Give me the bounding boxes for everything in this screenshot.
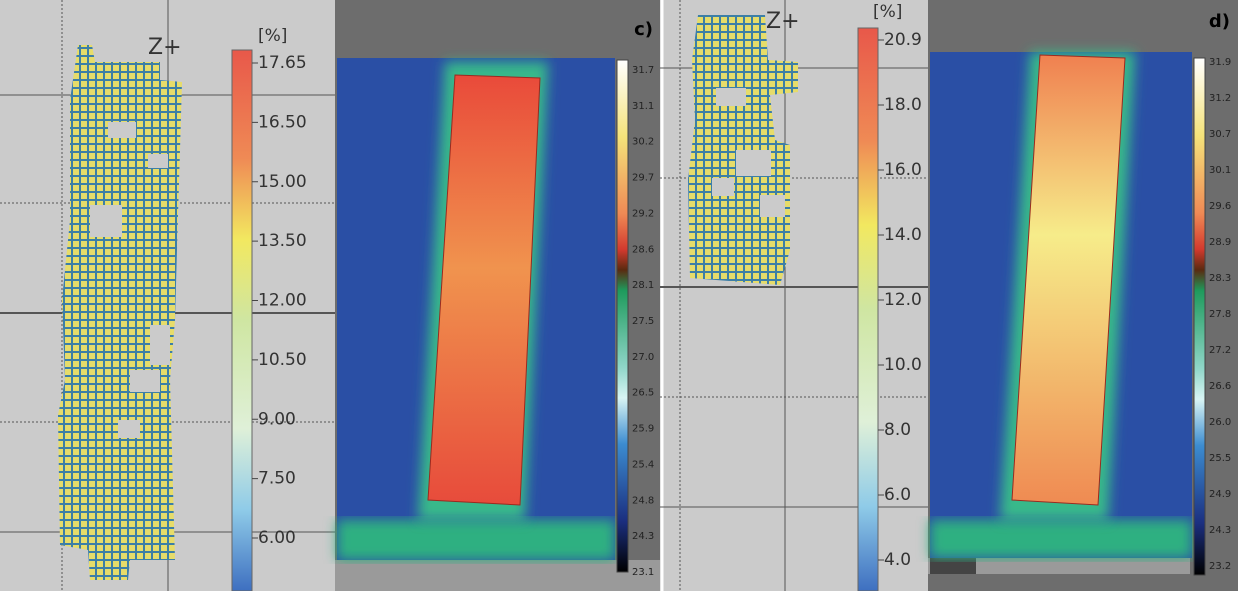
scale-label: 28.6 xyxy=(632,244,654,255)
scale-label: 29.6 xyxy=(1209,201,1231,212)
thermal-glow xyxy=(337,520,615,560)
colorbar xyxy=(1194,58,1205,575)
axis-label: Z+ xyxy=(148,35,182,60)
scale-label: 25.9 xyxy=(632,424,654,435)
scale-label: 12.0 xyxy=(884,290,922,310)
scale-label: 26.0 xyxy=(1209,417,1231,428)
unit-label: [%] xyxy=(258,26,287,46)
scale-label: 10.0 xyxy=(884,355,922,375)
scale-label: 14.0 xyxy=(884,225,922,245)
scale-label: 23.1 xyxy=(632,567,654,578)
scale-label: 27.8 xyxy=(1209,309,1231,320)
scale-label: 23.2 xyxy=(1209,561,1231,572)
page: {"panels": [ {"axis_label": "Z+", "unit"… xyxy=(0,0,1238,591)
scale-label: 27.0 xyxy=(632,352,654,363)
scale-label: 24.8 xyxy=(632,495,654,506)
scale-label: 12.00 xyxy=(258,291,307,311)
panel-footer xyxy=(335,560,660,591)
colorbar xyxy=(232,50,252,591)
scale-label: 15.00 xyxy=(258,172,307,192)
scale-label: 30.2 xyxy=(632,137,654,148)
scrollbar-thumb xyxy=(930,558,976,574)
scale-label: 26.6 xyxy=(1209,381,1231,392)
scale-label: 25.4 xyxy=(632,459,654,470)
scale-label: 16.0 xyxy=(884,160,922,180)
thermal-glow xyxy=(930,520,1192,558)
scale-label: 26.5 xyxy=(632,388,654,399)
scale-label: 28.1 xyxy=(632,280,654,291)
scale-label: 24.3 xyxy=(1209,525,1231,536)
panel-label: c) xyxy=(634,19,653,40)
scale-label: 31.7 xyxy=(632,65,654,76)
scale-label: 27.5 xyxy=(632,316,654,327)
scale-label: 31.9 xyxy=(1209,57,1231,68)
scale-label: 28.9 xyxy=(1209,237,1231,248)
scale-label: 24.3 xyxy=(632,531,654,542)
scale-label: 20.9 xyxy=(884,30,922,50)
scale-label: 9.00 xyxy=(258,409,296,429)
scale-label: 30.7 xyxy=(1209,129,1231,140)
figure: Z+ [%] c) Z+ [%] d) 17.65 16.50 15.00 13.50… xyxy=(0,0,1238,591)
scale-label: 10.50 xyxy=(258,350,307,370)
scale-label: 8.0 xyxy=(884,420,911,440)
scale-label: 31.1 xyxy=(632,101,654,112)
scale-label: 6.00 xyxy=(258,528,296,548)
scale-label: 30.1 xyxy=(1209,165,1231,176)
axis-label: Z+ xyxy=(766,9,800,34)
scale-label: 4.0 xyxy=(884,550,911,570)
scale-label: 25.5 xyxy=(1209,453,1231,464)
scale-label: 31.2 xyxy=(1209,93,1231,104)
scale-label: 24.9 xyxy=(1209,489,1231,500)
unit-label: [%] xyxy=(873,2,902,22)
scale-label: 6.0 xyxy=(884,485,911,505)
scale-label: 29.2 xyxy=(632,208,654,219)
colorbar xyxy=(617,60,628,572)
scale-label: 29.7 xyxy=(632,173,654,184)
scale-label: 16.50 xyxy=(258,112,307,132)
colorbar xyxy=(858,28,878,591)
scale-label: 7.50 xyxy=(258,469,296,489)
scale-label: 17.65 xyxy=(258,53,307,73)
scale-label: 28.3 xyxy=(1209,273,1231,284)
scale-label: 13.50 xyxy=(258,231,307,251)
panel-label: d) xyxy=(1209,11,1230,32)
scale-label: 27.2 xyxy=(1209,345,1231,356)
scale-label: 18.0 xyxy=(884,95,922,115)
